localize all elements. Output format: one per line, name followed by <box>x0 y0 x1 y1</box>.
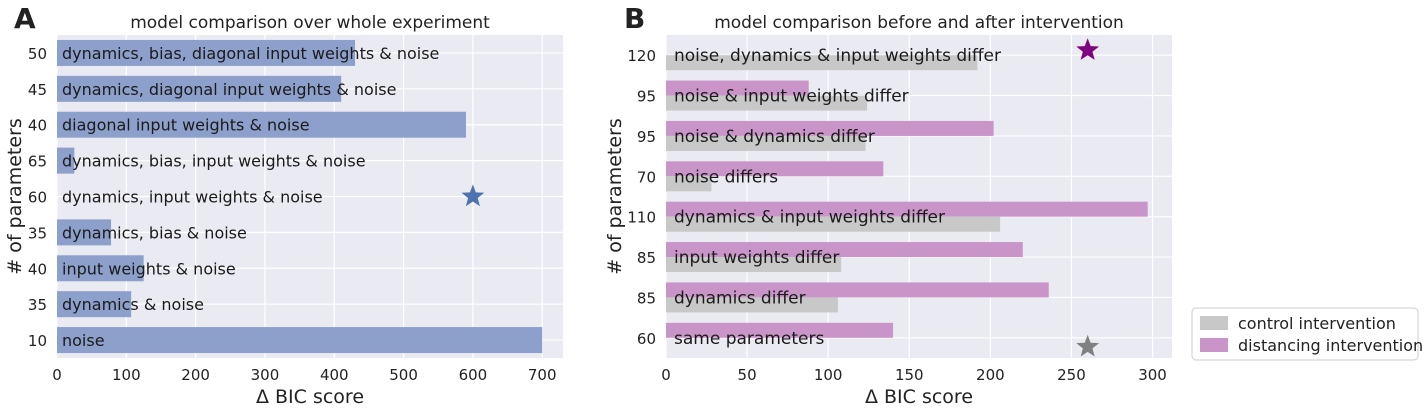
x-tick-label: 300 <box>251 366 280 384</box>
y-tick-label: 60 <box>637 330 656 348</box>
x-tick-label: 100 <box>814 366 843 384</box>
y-tick-label: 95 <box>637 128 656 146</box>
panel-a: 0 100 200 300 400 500 600 700 dynamics, bias, di… <box>4 2 563 408</box>
bar-distancing <box>666 161 884 177</box>
bar-label: dynamics, input weights & noise <box>62 188 323 207</box>
legend-label: distancing intervention <box>1238 336 1423 355</box>
bar-control <box>666 95 868 111</box>
legend-swatch <box>1200 338 1228 352</box>
bar-label: dynamics, bias, input weights & noise <box>62 152 366 171</box>
bar-label: dynamics & input weights differ <box>674 208 945 228</box>
panel-b: 0 50 100 150 200 250 300 noise, dynamics & inpu… <box>604 2 1172 408</box>
legend-swatch <box>1200 316 1228 330</box>
bar <box>57 291 132 318</box>
x-tick-label: 500 <box>389 366 418 384</box>
x-tick-label: 50 <box>738 366 757 384</box>
y-tick-label: 60 <box>28 189 47 207</box>
y-tick-label: 65 <box>28 153 47 171</box>
bar-control <box>666 297 838 313</box>
x-tick-label: 250 <box>1057 366 1086 384</box>
bar <box>57 147 75 174</box>
bar-control <box>666 55 978 71</box>
x-tick-label: 600 <box>459 366 488 384</box>
bar-label: dynamics & noise <box>62 295 204 314</box>
bar <box>57 219 112 246</box>
bar-label: dynamics, bias, diagonal input weights &… <box>62 44 439 63</box>
x-tick-label: 200 <box>976 366 1005 384</box>
bar-distancing <box>666 282 1049 298</box>
bar <box>57 75 342 102</box>
bar-distancing <box>666 322 894 338</box>
bar-control <box>666 176 712 192</box>
bar-label: same parameters <box>674 329 824 349</box>
y-tick-label: 85 <box>637 249 656 267</box>
bar-control <box>666 135 866 151</box>
y-tick-label: 85 <box>637 289 656 307</box>
x-axis-label-a: Δ BIC score <box>256 386 364 408</box>
panel-letter-a: A <box>14 2 36 35</box>
bar-label: diagonal input weights & noise <box>62 116 310 135</box>
y-tick-label: 110 <box>627 209 656 227</box>
y-tick-label: 50 <box>28 45 47 63</box>
y-tick-label: 10 <box>28 332 47 350</box>
x-axis-label-b: Δ BIC score <box>865 386 973 408</box>
y-tick-label: 120 <box>627 47 656 65</box>
best-model-star-icon <box>461 184 485 207</box>
bar-label: dynamics differ <box>674 288 806 308</box>
x-tick-label: 0 <box>661 366 671 384</box>
y-tick-label: 35 <box>28 224 47 242</box>
y-tick-label: 40 <box>28 260 47 278</box>
y-tick-label: 40 <box>28 117 47 135</box>
x-tick-label: 700 <box>528 366 557 384</box>
y-tick-label: 95 <box>637 88 656 106</box>
bar-distancing <box>666 242 1023 258</box>
best-model-star-icon <box>1076 38 1100 60</box>
bar-label: noise, dynamics & input weights differ <box>674 46 1001 66</box>
bar-label: noise & dynamics differ <box>674 127 875 147</box>
y-tick-label: 70 <box>637 168 656 186</box>
chart-title-b: model comparison before and after interv… <box>714 13 1124 33</box>
chart-title-a: model comparison over whole experiment <box>130 13 490 33</box>
best-model-star-icon <box>1076 334 1100 357</box>
y-tick-label: 45 <box>28 81 47 99</box>
legend-box <box>1191 307 1419 361</box>
bar-label: dynamics, bias & noise <box>62 223 247 242</box>
x-tick-label: 300 <box>1138 366 1167 384</box>
y-axis-label-b: # of parameters <box>604 118 626 275</box>
x-tick-label: 200 <box>181 366 210 384</box>
x-tick-label: 0 <box>52 366 62 384</box>
panel-letter-b: B <box>624 2 645 35</box>
bar-label: input weights differ <box>674 248 839 268</box>
bar-label: dynamics, diagonal input weights & noise <box>62 80 396 99</box>
x-tick-label: 100 <box>112 366 141 384</box>
bar-label: input weights & noise <box>62 259 236 278</box>
legend-label: control intervention <box>1238 314 1396 333</box>
bar-control <box>666 257 842 273</box>
x-tick-label: 400 <box>320 366 349 384</box>
x-tick-label: 150 <box>895 366 924 384</box>
bar <box>57 255 144 282</box>
bar-label: noise differs <box>674 167 778 187</box>
y-axis-label-a: # of parameters <box>4 118 26 275</box>
bar-distancing <box>666 201 1148 217</box>
legend: control intervention distancing intervent… <box>1191 307 1423 361</box>
bar-label: noise <box>62 331 105 350</box>
y-tick-label: 35 <box>28 296 47 314</box>
bar <box>57 111 466 138</box>
bar <box>57 39 356 66</box>
bar-distancing <box>666 120 994 136</box>
bar-distancing <box>666 80 809 96</box>
bar <box>57 327 543 354</box>
bar-control <box>666 216 1001 232</box>
bar-label: noise & input weights differ <box>674 87 909 107</box>
